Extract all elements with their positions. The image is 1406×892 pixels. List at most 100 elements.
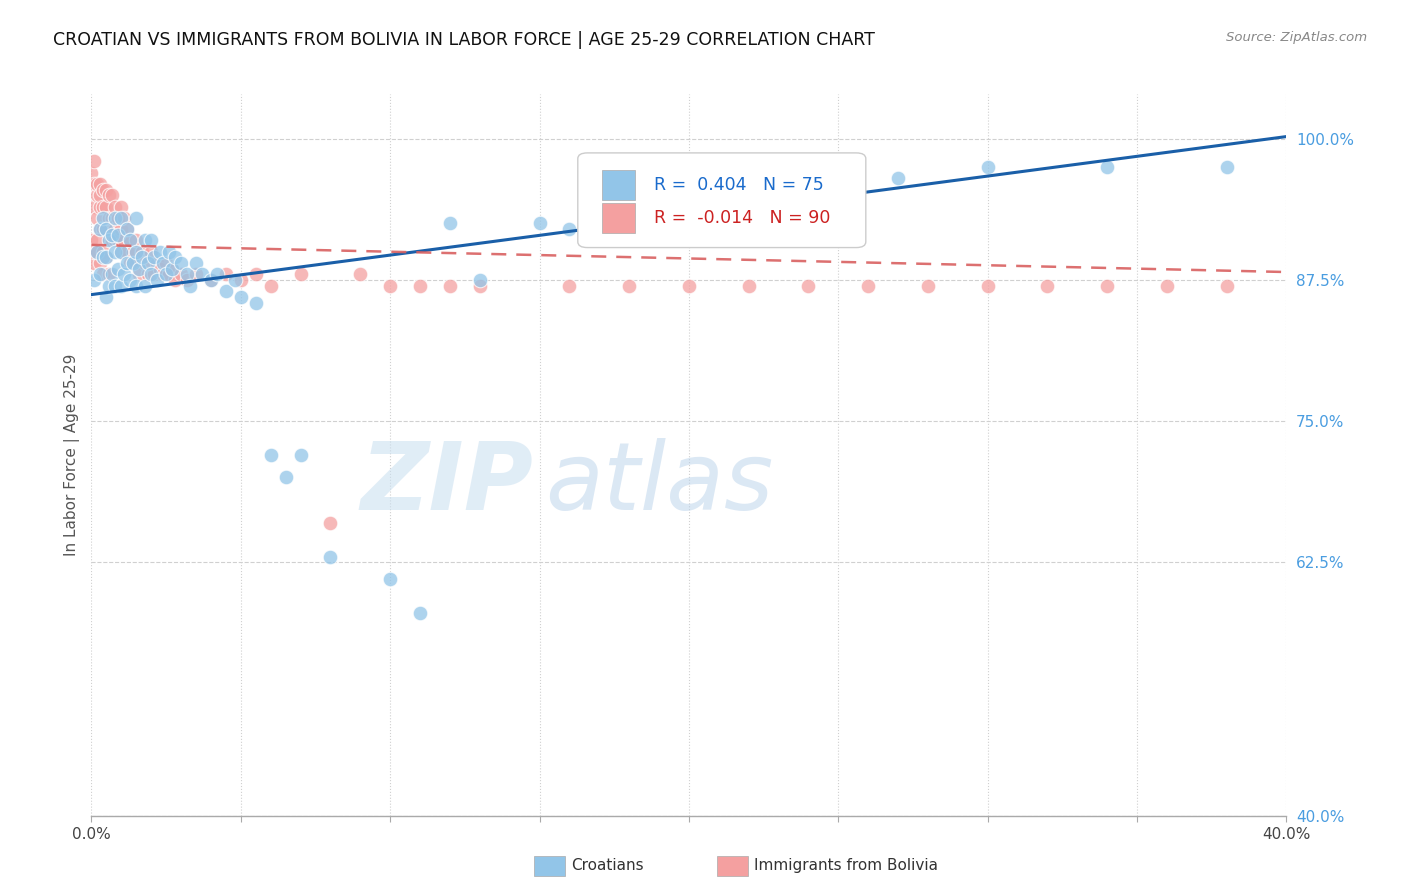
Point [259,448,281,462]
Point [104,200,127,214]
Point [128,261,150,276]
Point [96,222,118,236]
Point [588,217,610,231]
Point [122,256,145,270]
Point [157,267,180,281]
Point [163,251,186,265]
Point [122,244,145,259]
Point [152,256,174,270]
Point [170,256,193,270]
Point [112,211,135,225]
Point [104,244,127,259]
Point [86,177,108,191]
Point [110,244,132,259]
Point [737,171,759,186]
Point [149,244,172,259]
Point [160,261,183,276]
Point [141,234,163,248]
Point [89,256,111,270]
FancyBboxPatch shape [602,202,636,233]
Point [827,166,849,180]
Point [319,516,342,530]
Text: Source: ZipAtlas.com: Source: ZipAtlas.com [1226,31,1367,45]
Point [224,273,246,287]
Point [107,234,129,248]
Point [176,273,198,287]
Point [409,278,432,293]
Point [1097,278,1119,293]
Text: ZIP: ZIP [361,438,534,530]
Point [179,278,201,293]
Point [86,188,108,202]
FancyBboxPatch shape [602,169,636,200]
Point [125,234,148,248]
Point [93,200,115,214]
Text: atlas: atlas [546,438,773,529]
Point [98,278,121,293]
Point [93,183,115,197]
Point [678,278,700,293]
Point [115,222,138,236]
Point [152,267,174,281]
Point [128,267,150,281]
Point [976,160,998,174]
Point [112,267,135,281]
Point [678,160,700,174]
Point [96,251,118,265]
Point [205,267,228,281]
Point [104,234,127,248]
Point [98,234,121,248]
Point [101,267,124,281]
Point [290,448,312,462]
Point [136,256,159,270]
Point [104,278,127,293]
Point [176,267,198,281]
Point [976,278,998,293]
Point [558,222,581,236]
Point [245,267,267,281]
Point [83,200,105,214]
Text: R =  0.404   N = 75: R = 0.404 N = 75 [654,176,824,194]
Point [96,290,118,304]
Point [125,244,148,259]
Point [96,222,118,236]
Point [96,183,118,197]
Point [797,278,820,293]
Point [101,234,124,248]
Point [409,606,432,620]
Point [115,222,138,236]
Point [96,200,118,214]
Point [107,211,129,225]
Point [157,244,180,259]
Point [290,267,312,281]
Point [101,211,124,225]
Point [93,222,115,236]
Point [1216,160,1239,174]
Point [104,211,127,225]
Point [110,200,132,214]
Point [83,273,105,287]
Point [141,244,163,259]
Point [200,273,222,287]
Point [160,261,183,276]
Point [143,251,166,265]
Point [529,217,551,231]
Point [104,222,127,236]
Point [439,278,461,293]
Point [163,273,186,287]
Point [93,211,115,225]
Text: R =  -0.014   N = 90: R = -0.014 N = 90 [654,209,831,227]
Point [93,267,115,281]
Point [917,278,939,293]
Point [215,284,238,298]
Point [558,278,581,293]
Point [134,256,156,270]
Point [112,234,135,248]
Point [1036,278,1059,293]
Point [89,222,111,236]
Point [86,244,108,259]
Point [131,251,153,265]
Point [380,572,402,586]
Point [98,211,121,225]
Point [468,273,491,287]
